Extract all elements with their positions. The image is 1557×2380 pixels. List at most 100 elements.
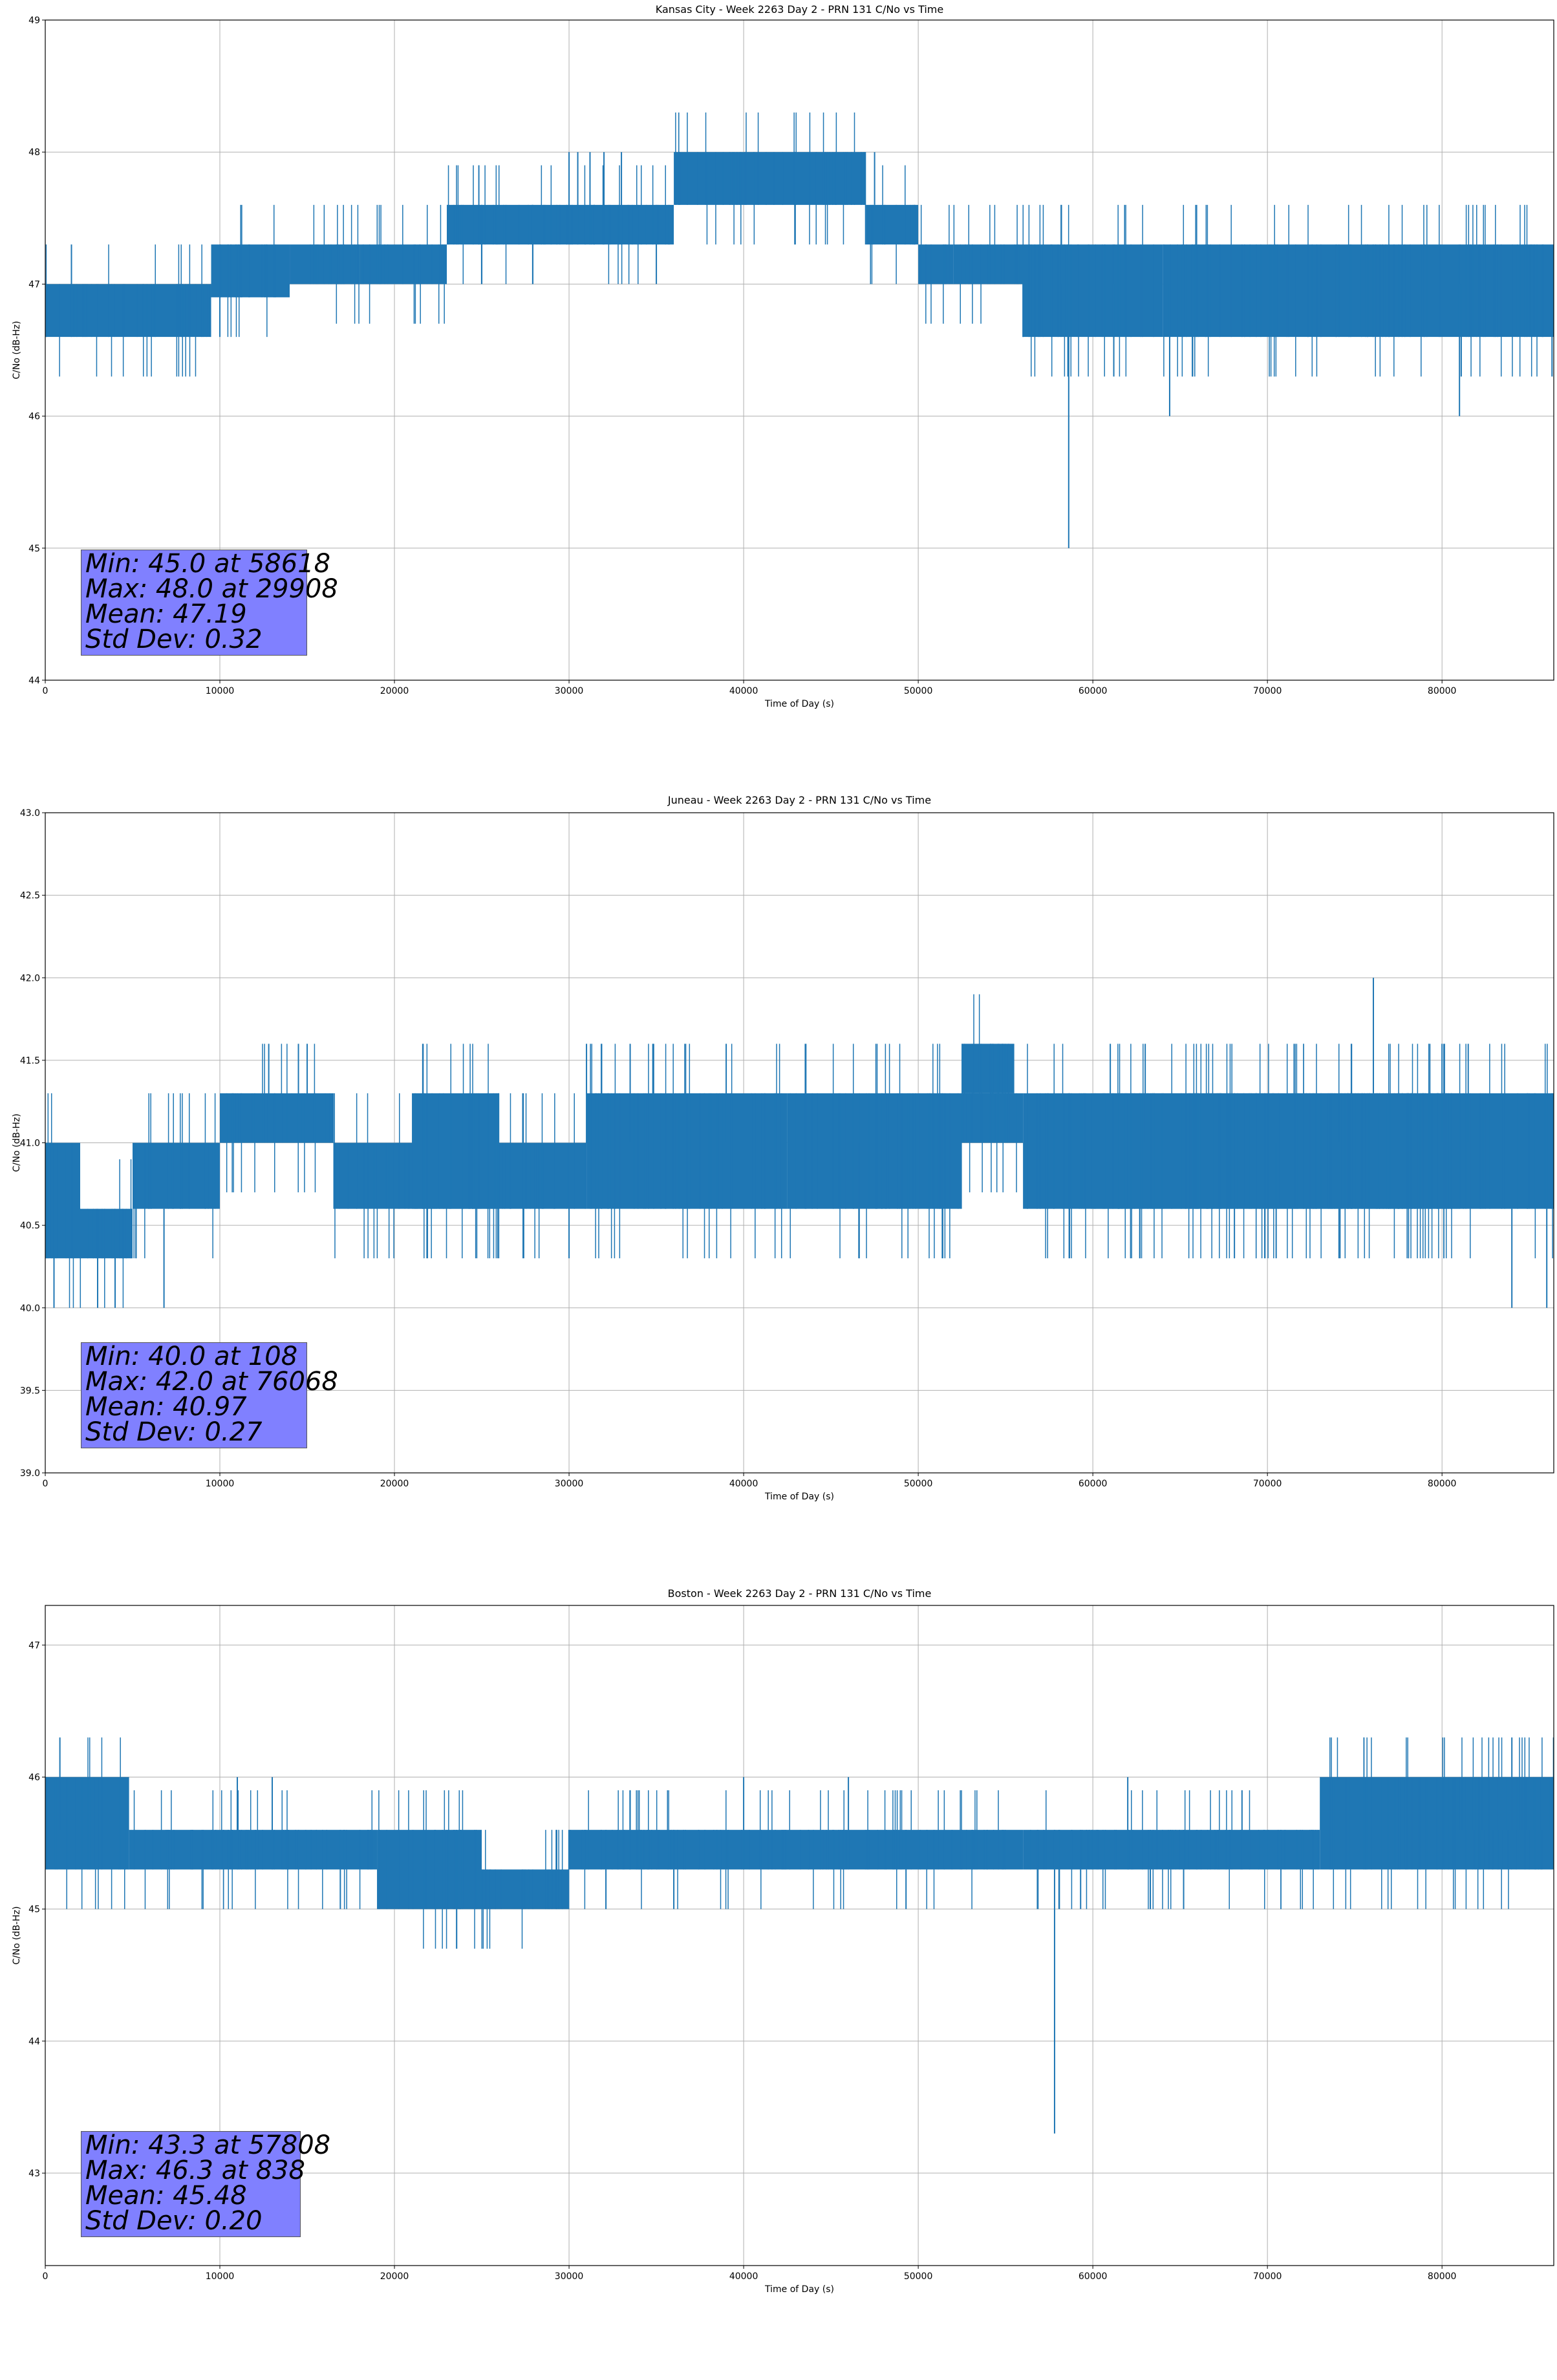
x-tick-label: 80000 (1428, 686, 1457, 696)
y-tick-label: 40.5 (20, 1221, 40, 1231)
x-axis-label: Time of Day (s) (764, 699, 834, 709)
data-band (80, 1208, 133, 1259)
x-tick-label: 10000 (206, 1479, 235, 1489)
x-tick-label: 60000 (1079, 2271, 1108, 2282)
chart-title: Juneau - Week 2263 Day 2 - PRN 131 C/No … (667, 794, 931, 806)
stat-std-dev: Std Dev: 0.32 (85, 625, 263, 654)
x-tick-label: 80000 (1428, 1479, 1457, 1489)
stat-max: Max: 48.0 at 29908 (85, 574, 338, 604)
data-band (569, 1830, 1024, 1870)
series-line (45, 978, 1554, 1308)
series-line (45, 1737, 1554, 2134)
x-tick-label: 80000 (1428, 2271, 1457, 2282)
x-tick-label: 50000 (904, 686, 933, 696)
stat-std-dev: Std Dev: 0.20 (85, 2206, 263, 2236)
x-tick-label: 0 (43, 2271, 48, 2282)
stat-std-dev: Std Dev: 0.27 (85, 1417, 263, 1447)
chart-title: Boston - Week 2263 Day 2 - PRN 131 C/No … (668, 1587, 932, 1600)
data-band (129, 1830, 378, 1870)
y-axis-label: C/No (dB-Hz) (12, 1113, 22, 1172)
stat-min: Min: 45.0 at 58618 (85, 549, 331, 579)
y-tick-label: 44 (28, 676, 40, 686)
chart-svg: Juneau - Week 2263 Day 2 - PRN 131 C/No … (12, 794, 1554, 1502)
chart-svg: Boston - Week 2263 Day 2 - PRN 131 C/No … (12, 1587, 1554, 2294)
data-band (961, 1044, 1015, 1093)
y-tick-label: 47 (28, 279, 40, 290)
x-tick-label: 70000 (1253, 1479, 1282, 1489)
stats-box: Min: 43.3 at 57808 Max: 46.3 at 838 Mean… (81, 2130, 331, 2237)
stats-box: Min: 45.0 at 58618 Max: 48.0 at 29908 Me… (81, 549, 338, 656)
y-tick-label: 39.0 (20, 1468, 40, 1479)
y-tick-label: 48 (28, 147, 40, 158)
y-tick-label: 42.0 (20, 973, 40, 983)
chart-svg: Kansas City - Week 2263 Day 2 - PRN 131 … (12, 3, 1554, 709)
data-band (45, 1142, 81, 1259)
plot-frame (45, 1605, 1554, 2266)
x-tick-label: 20000 (380, 2271, 409, 2282)
x-tick-label: 0 (43, 1479, 48, 1489)
stat-max: Max: 42.0 at 76068 (85, 1367, 338, 1397)
x-tick-label: 30000 (555, 1479, 584, 1489)
x-axis-label: Time of Day (s) (764, 1492, 834, 1502)
chart-title: Kansas City - Week 2263 Day 2 - PRN 131 … (656, 3, 943, 16)
x-tick-label: 30000 (555, 2271, 584, 2282)
data-band (45, 284, 211, 338)
data-band (1023, 1830, 1320, 1870)
y-tick-label: 41.5 (20, 1056, 40, 1066)
y-tick-label: 47 (28, 1640, 40, 1651)
chart-kansas-city: Kansas City - Week 2263 Day 2 - PRN 131 … (0, 0, 1557, 793)
stats-box: Min: 40.0 at 108 Max: 42.0 at 76068 Mean… (81, 1342, 338, 1448)
y-tick-label: 43 (28, 2169, 40, 2179)
grid-lines (45, 1605, 1554, 2266)
data-band (866, 204, 919, 245)
y-tick-label: 39.5 (20, 1386, 40, 1396)
stat-min: Min: 43.3 at 57808 (85, 2130, 331, 2160)
data-band (1163, 244, 1554, 338)
data-band (45, 1777, 129, 1870)
x-axis-label: Time of Day (s) (764, 2284, 834, 2294)
data-band (674, 152, 866, 205)
x-tick-label: 70000 (1253, 2271, 1282, 2282)
y-tick-label: 46 (28, 412, 40, 422)
y-tick-label: 40.0 (20, 1303, 40, 1314)
y-axis-label: C/No (dB-Hz) (12, 321, 22, 379)
x-tick-label: 50000 (904, 1479, 933, 1489)
y-tick-label: 42.5 (20, 891, 40, 901)
data-band (133, 1142, 220, 1209)
x-tick-label: 30000 (555, 686, 584, 696)
x-tick-label: 60000 (1079, 1479, 1108, 1489)
data-band (586, 1093, 788, 1209)
x-tick-label: 20000 (380, 1479, 409, 1489)
x-tick-label: 70000 (1253, 686, 1282, 696)
x-tick-label: 40000 (729, 686, 758, 696)
x-tick-label: 10000 (206, 2271, 235, 2282)
data-band (412, 1093, 500, 1209)
data-band (211, 244, 290, 297)
y-tick-label: 45 (28, 1905, 40, 1915)
stat-mean: Mean: 47.19 (85, 599, 247, 629)
plot-frame (45, 19, 1554, 681)
y-tick-label: 45 (28, 544, 40, 554)
data-band (377, 1830, 482, 1909)
series-line (45, 112, 1554, 548)
stat-mean: Mean: 45.48 (85, 2181, 247, 2211)
data-band (918, 244, 954, 284)
y-tick-label: 43.0 (20, 808, 40, 819)
chart-boston: Boston - Week 2263 Day 2 - PRN 131 C/No … (0, 1587, 1557, 2380)
y-tick-label: 44 (28, 2037, 40, 2047)
y-tick-label: 46 (28, 1772, 40, 1783)
data-band (447, 204, 570, 245)
data-band (569, 204, 622, 245)
data-band (787, 1093, 962, 1209)
x-tick-label: 0 (43, 686, 48, 696)
stat-mean: Mean: 40.97 (85, 1392, 247, 1422)
data-band (220, 1093, 334, 1143)
x-tick-label: 50000 (904, 2271, 933, 2282)
x-tick-label: 20000 (380, 686, 409, 696)
stat-min: Min: 40.0 at 108 (85, 1342, 298, 1371)
x-tick-label: 60000 (1079, 686, 1108, 696)
y-tick-label: 49 (28, 16, 40, 26)
data-band (1023, 244, 1163, 338)
chart-juneau: Juneau - Week 2263 Day 2 - PRN 131 C/No … (0, 793, 1557, 1587)
x-tick-label: 40000 (729, 2271, 758, 2282)
